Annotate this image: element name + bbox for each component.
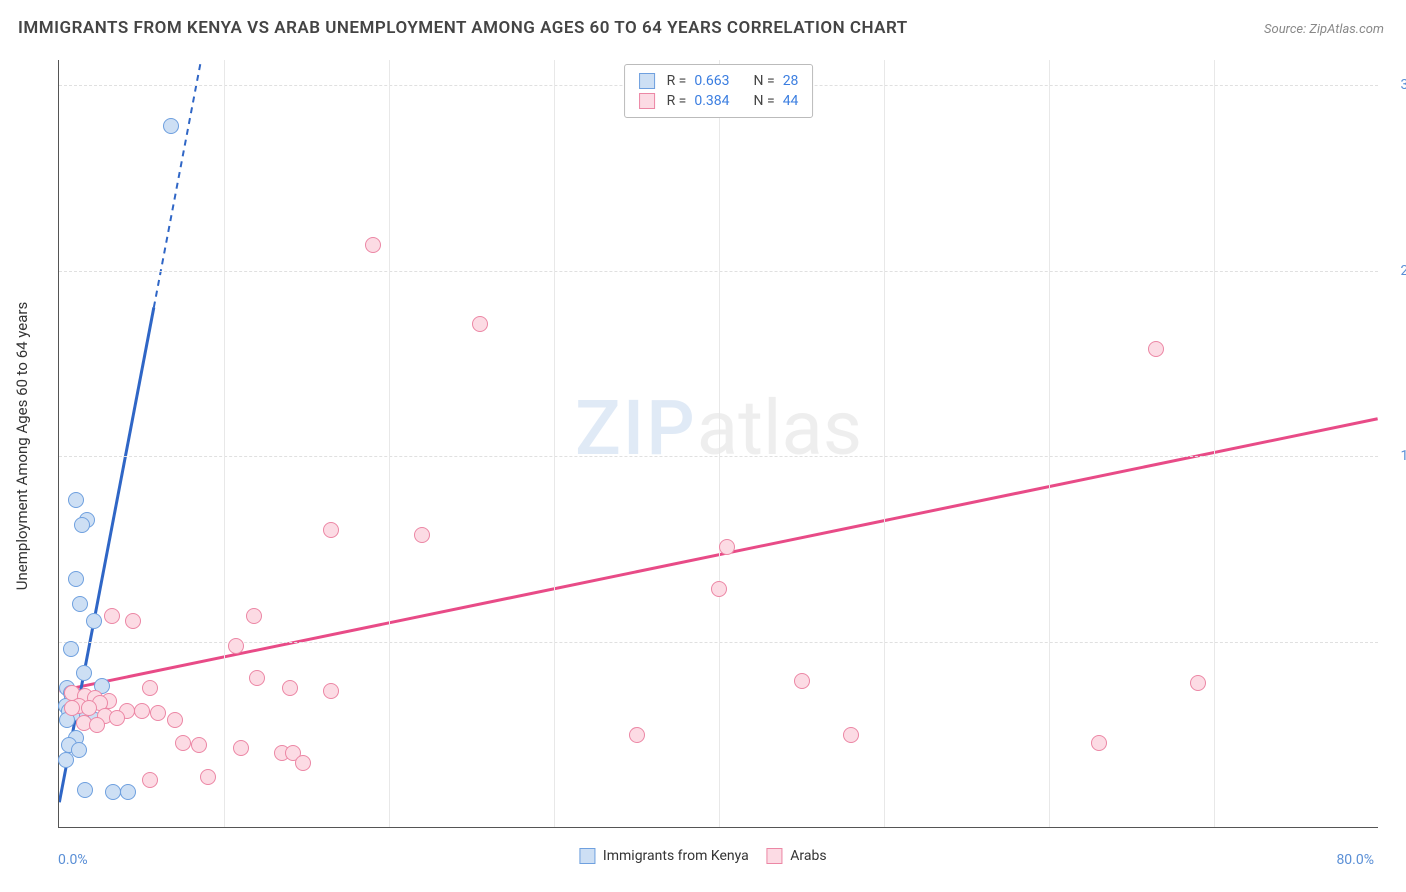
scatter-point-arabs (150, 705, 166, 721)
gridline-vertical (554, 60, 555, 827)
plot-area: ZIPatlas R = 0.663 N = 28 R = 0.384 N = … (58, 60, 1378, 828)
scatter-point-kenya (58, 752, 74, 768)
scatter-point-kenya (74, 517, 90, 533)
swatch-kenya (639, 73, 655, 89)
scatter-point-arabs (282, 680, 298, 696)
scatter-point-arabs (295, 755, 311, 771)
scatter-point-arabs (109, 710, 125, 726)
legend-row-arabs: R = 0.384 N = 44 (639, 91, 799, 111)
scatter-point-arabs (629, 727, 645, 743)
scatter-point-arabs (711, 581, 727, 597)
scatter-point-arabs (134, 703, 150, 719)
scatter-point-arabs (323, 683, 339, 699)
swatch-arabs (639, 93, 655, 109)
legend-label-kenya: Immigrants from Kenya (603, 848, 749, 864)
scatter-point-arabs (81, 700, 97, 716)
scatter-point-arabs (794, 673, 810, 689)
scatter-point-kenya (68, 571, 84, 587)
scatter-point-arabs (167, 712, 183, 728)
chart-title: IMMIGRANTS FROM KENYA VS ARAB UNEMPLOYME… (18, 18, 908, 38)
swatch-kenya-bottom (579, 848, 595, 864)
source-attribution: Source: ZipAtlas.com (1264, 22, 1384, 37)
scatter-point-arabs (323, 522, 339, 538)
scatter-point-kenya (72, 596, 88, 612)
gridline-vertical (1049, 60, 1050, 827)
n-value-kenya: 28 (783, 73, 799, 89)
n-label: N = (754, 73, 775, 89)
scatter-point-arabs (142, 772, 158, 788)
gridline-vertical (389, 60, 390, 827)
r-label: R = (667, 93, 687, 109)
gridline-vertical (884, 60, 885, 827)
scatter-point-arabs (843, 727, 859, 743)
watermark-part-2: atlas (697, 383, 862, 473)
x-axis-min-label: 0.0% (58, 852, 88, 868)
scatter-point-kenya (63, 641, 79, 657)
r-value-arabs: 0.384 (694, 93, 729, 109)
scatter-point-kenya (77, 782, 93, 798)
watermark-part-1: ZIP (575, 383, 697, 473)
scatter-point-kenya (105, 784, 121, 800)
y-axis-label: Unemployment Among Ages 60 to 64 years (13, 302, 31, 590)
scatter-point-arabs (104, 608, 120, 624)
scatter-point-arabs (191, 737, 207, 753)
x-axis-max-label: 80.0% (1336, 852, 1374, 868)
scatter-point-kenya (120, 784, 136, 800)
n-value-arabs: 44 (783, 93, 799, 109)
scatter-point-kenya (163, 118, 179, 134)
y-tick-label: 15.0% (1383, 448, 1406, 464)
gridline-vertical (719, 60, 720, 827)
legend-item-arabs: Arabs (767, 848, 827, 864)
scatter-point-kenya (68, 492, 84, 508)
scatter-point-arabs (1148, 341, 1164, 357)
swatch-arabs-bottom (767, 848, 783, 864)
scatter-point-arabs (472, 316, 488, 332)
scatter-point-arabs (64, 700, 80, 716)
scatter-point-arabs (1190, 675, 1206, 691)
y-tick-label: 7.5% (1383, 634, 1406, 650)
scatter-point-arabs (125, 613, 141, 629)
legend-row-kenya: R = 0.663 N = 28 (639, 71, 799, 91)
scatter-point-kenya (86, 613, 102, 629)
scatter-point-arabs (233, 740, 249, 756)
scatter-point-arabs (365, 237, 381, 253)
gridline-vertical (1214, 60, 1215, 827)
scatter-point-arabs (719, 539, 735, 555)
scatter-point-arabs (200, 769, 216, 785)
scatter-point-kenya (71, 742, 87, 758)
r-value-kenya: 0.663 (694, 73, 729, 89)
y-tick-label: 22.5% (1383, 263, 1406, 279)
series-legend: Immigrants from Kenya Arabs (579, 848, 826, 864)
scatter-point-arabs (228, 638, 244, 654)
correlation-legend: R = 0.663 N = 28 R = 0.384 N = 44 (624, 64, 814, 118)
y-tick-label: 30.0% (1383, 77, 1406, 93)
scatter-point-arabs (249, 670, 265, 686)
scatter-point-arabs (414, 527, 430, 543)
scatter-point-arabs (246, 608, 262, 624)
r-label: R = (667, 73, 687, 89)
legend-item-kenya: Immigrants from Kenya (579, 848, 748, 864)
scatter-point-arabs (1091, 735, 1107, 751)
scatter-point-arabs (89, 717, 105, 733)
gridline-vertical (224, 60, 225, 827)
scatter-point-arabs (142, 680, 158, 696)
n-label: N = (754, 93, 775, 109)
legend-label-arabs: Arabs (790, 848, 826, 864)
scatter-point-arabs (175, 735, 191, 751)
scatter-point-kenya (76, 665, 92, 681)
